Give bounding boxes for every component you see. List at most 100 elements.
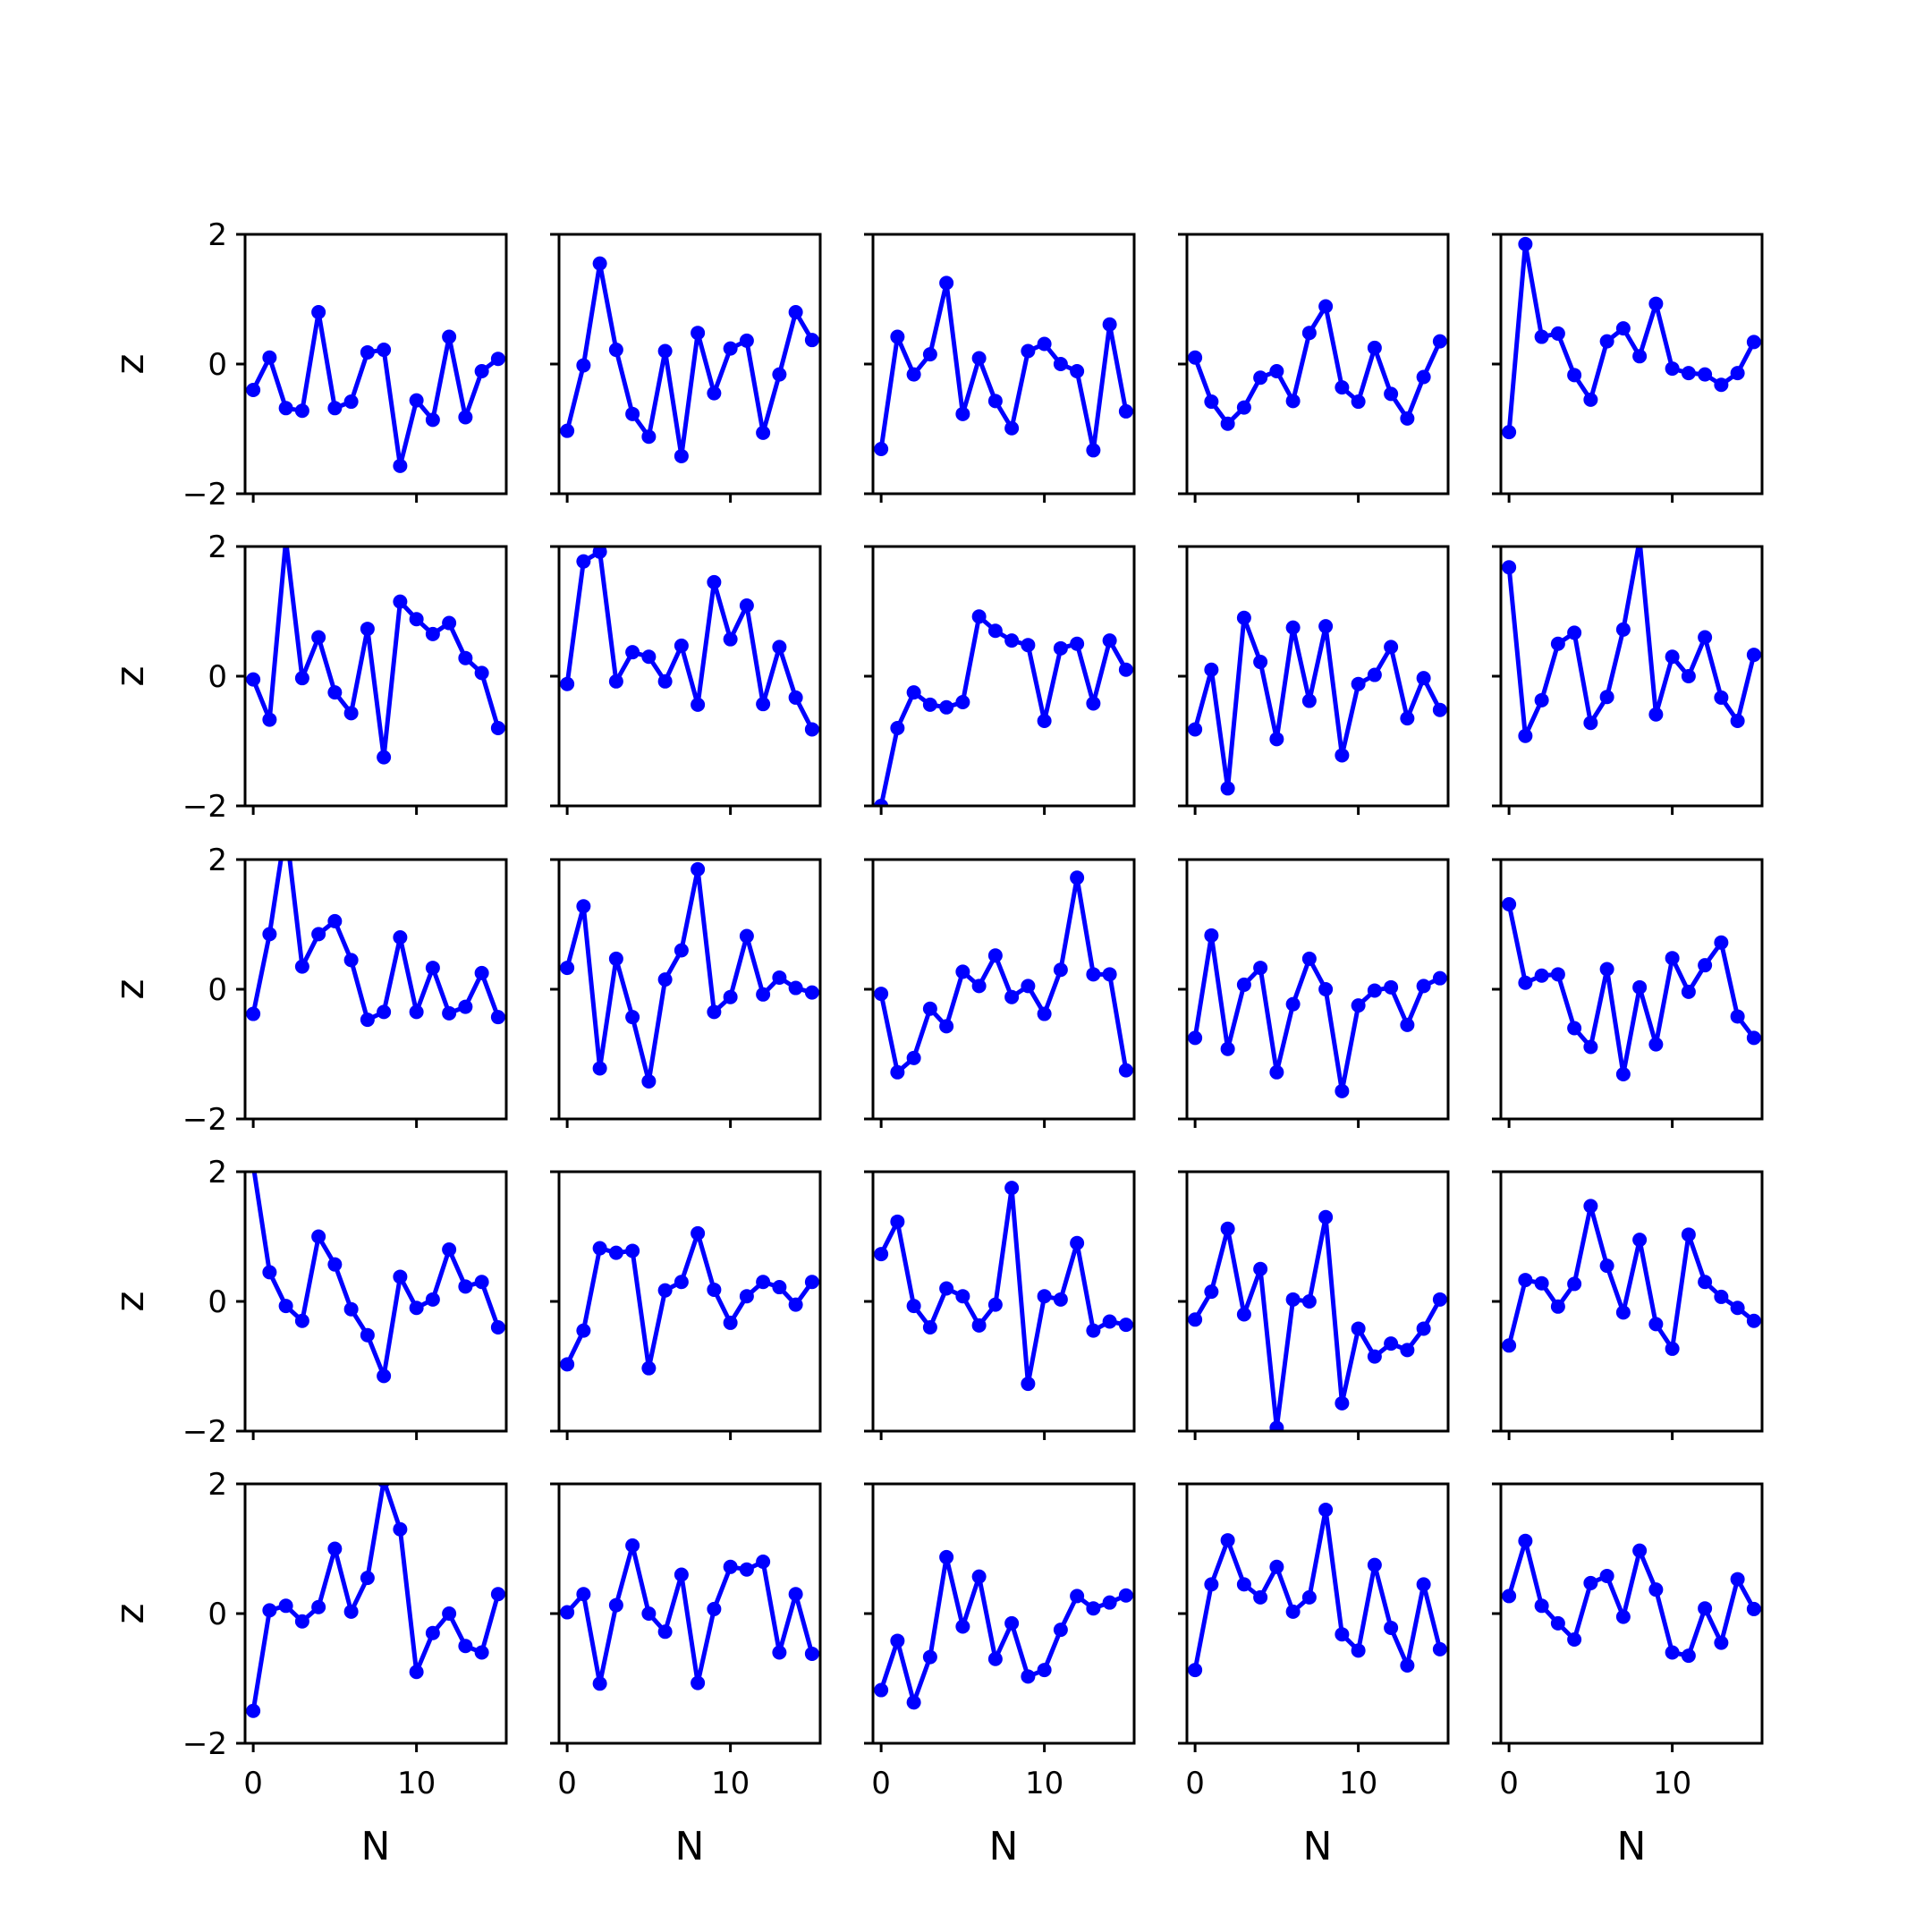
series-line — [878, 875, 1129, 1075]
panel-r2-c1 — [550, 858, 822, 1128]
data-point — [1118, 403, 1133, 419]
series — [246, 1484, 505, 1718]
data-point — [1204, 394, 1219, 410]
data-point — [625, 1010, 640, 1025]
data-point — [278, 401, 293, 416]
data-point — [1301, 1589, 1317, 1605]
y-tick-label: 0 — [208, 1284, 227, 1320]
data-point — [1632, 349, 1648, 364]
data-point — [723, 1559, 738, 1574]
data-point — [425, 1625, 440, 1640]
data-point — [772, 1645, 787, 1660]
data-point — [1583, 716, 1598, 731]
data-point — [1335, 380, 1350, 395]
data-point — [442, 329, 457, 344]
data-point — [1384, 1620, 1399, 1635]
series-line — [564, 549, 815, 731]
data-point — [1204, 662, 1219, 677]
series-line — [1192, 1215, 1443, 1430]
data-point — [327, 913, 343, 928]
data-point — [1681, 366, 1696, 381]
data-point — [922, 1001, 937, 1016]
data-point — [377, 750, 392, 765]
data-point — [1367, 1349, 1382, 1364]
series — [1188, 1503, 1447, 1678]
data-point — [1053, 357, 1068, 371]
data-point — [490, 352, 505, 367]
data-point — [1220, 1221, 1235, 1236]
data-point — [377, 343, 392, 358]
data-point — [1118, 1588, 1133, 1603]
data-point — [1318, 299, 1334, 314]
panel-r3-c0: −2 0 2 z — [107, 1155, 508, 1450]
data-point — [425, 412, 440, 428]
data-point — [490, 721, 505, 735]
data-point — [1615, 1609, 1631, 1624]
data-point — [906, 1695, 921, 1710]
data-point — [1053, 1623, 1068, 1638]
data-point — [772, 367, 787, 382]
data-point — [1665, 361, 1680, 377]
data-point — [625, 1538, 640, 1553]
data-point — [1432, 334, 1447, 349]
data-point — [987, 1651, 1003, 1666]
data-point — [1648, 1317, 1664, 1332]
data-point — [739, 1289, 754, 1304]
series — [874, 1181, 1133, 1392]
data-point — [592, 547, 607, 559]
data-point — [906, 1050, 921, 1065]
data-point — [343, 706, 359, 721]
data-point — [560, 676, 575, 691]
data-point — [987, 394, 1003, 409]
panel-r3-c4 — [1492, 1170, 1764, 1440]
data-point — [246, 383, 261, 397]
data-point — [490, 1010, 505, 1025]
series-line — [1506, 242, 1757, 433]
data-point — [1070, 1589, 1085, 1604]
data-point — [1070, 870, 1085, 886]
data-point — [1746, 1313, 1761, 1328]
data-point — [327, 1257, 343, 1272]
data-point — [458, 1639, 473, 1654]
data-point — [409, 1301, 424, 1316]
data-point — [1665, 951, 1680, 966]
data-point — [490, 1587, 505, 1602]
data-point — [262, 712, 277, 727]
data-point — [1730, 714, 1745, 729]
panel-r4-c2: 0 10N — [864, 1482, 1136, 1869]
data-point — [1502, 560, 1517, 575]
y-tick-label: 0 — [208, 1597, 227, 1632]
series-line — [1506, 903, 1756, 1077]
data-point — [490, 1320, 505, 1335]
panel-r4-c0: 0 10 −2 0 2 z N — [107, 1467, 508, 1869]
data-point — [1102, 967, 1117, 982]
data-point — [311, 305, 326, 319]
data-point — [1004, 420, 1020, 436]
data-point — [360, 1327, 375, 1343]
data-point — [474, 1275, 489, 1290]
data-point — [939, 1019, 954, 1034]
data-point — [327, 401, 343, 416]
data-point — [576, 1323, 591, 1338]
data-point — [1714, 935, 1729, 950]
data-point — [1188, 1663, 1203, 1678]
data-point — [939, 699, 954, 715]
panel-r4-c1: 0 10N — [550, 1482, 822, 1869]
data-point — [311, 1599, 326, 1614]
data-point — [739, 928, 754, 944]
panel-r0-c1 — [550, 233, 822, 503]
data-point — [1037, 1006, 1052, 1021]
data-point — [1681, 1227, 1696, 1242]
data-point — [1534, 968, 1549, 983]
data-point — [377, 1368, 392, 1384]
data-point — [608, 1597, 623, 1613]
data-point — [560, 961, 575, 976]
data-point — [1681, 984, 1696, 999]
data-point — [1318, 1503, 1334, 1517]
data-point — [474, 965, 489, 980]
series-line — [878, 280, 1129, 453]
x-axis-label: N — [675, 1824, 705, 1869]
data-point — [1432, 702, 1447, 717]
data-point — [1253, 961, 1268, 976]
